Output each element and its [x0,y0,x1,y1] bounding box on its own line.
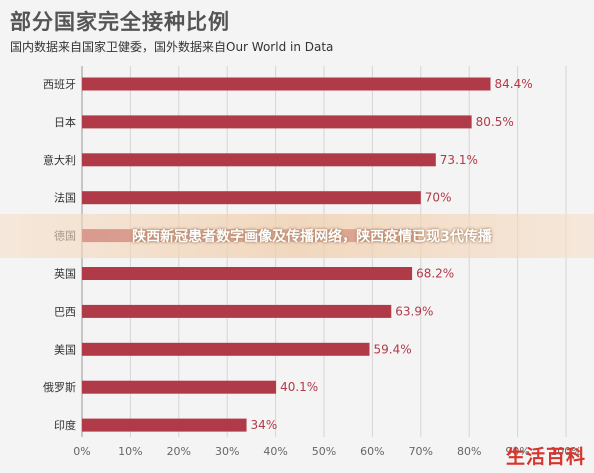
overlay-banner [0,214,594,258]
banner-headline[interactable]: 陕西新冠患者数字画像及传播网络，陕西疫情已现3代传播 [132,229,492,245]
chart-subtitle: 国内数据来自国家卫健委，国外数据来自Our World in Data [10,40,334,54]
category-label: 意大利 [43,153,76,167]
x-tick-label: 70% [409,445,433,458]
x-tick-label: 60% [360,445,384,458]
category-label: 西班牙 [43,78,76,91]
bar [82,304,392,318]
bar [82,153,436,167]
bar [82,342,370,356]
x-tick-label: 0% [73,445,90,458]
value-label: 59.4% [373,342,411,356]
value-label: 63.9% [395,304,433,318]
value-label: 80.5% [476,115,514,129]
x-tick-label: 30% [215,445,239,458]
category-label: 巴西 [54,305,76,318]
value-label: 84.4% [494,77,532,91]
category-label: 印度 [54,418,76,432]
category-label: 法国 [54,191,76,205]
bar [82,77,491,91]
bar [82,418,247,432]
category-label: 英国 [54,267,76,281]
value-label: 73.1% [440,153,478,167]
x-tick-label: 10% [118,445,142,458]
x-tick-label: 40% [263,445,287,458]
chart-title: 部分国家完全接种比例 [10,10,230,34]
value-label: 40.1% [280,380,318,394]
x-tick-label: 20% [167,445,191,458]
x-tick-label: 80% [457,445,481,458]
category-label: 美国 [54,343,76,356]
bar [82,380,277,394]
x-tick-label: 100% [550,445,581,458]
bar [82,267,413,280]
bar [82,115,472,129]
value-label: 68.2% [416,267,454,281]
bar [82,191,421,205]
category-label: 俄罗斯 [43,381,76,394]
watermark-logo: 生活百科 [505,446,586,468]
x-tick-label: 50% [312,445,336,458]
value-label: 34% [251,418,278,432]
x-tick-label: 90% [505,445,529,458]
category-label: 日本 [54,115,76,129]
value-label: 70% [425,191,452,205]
